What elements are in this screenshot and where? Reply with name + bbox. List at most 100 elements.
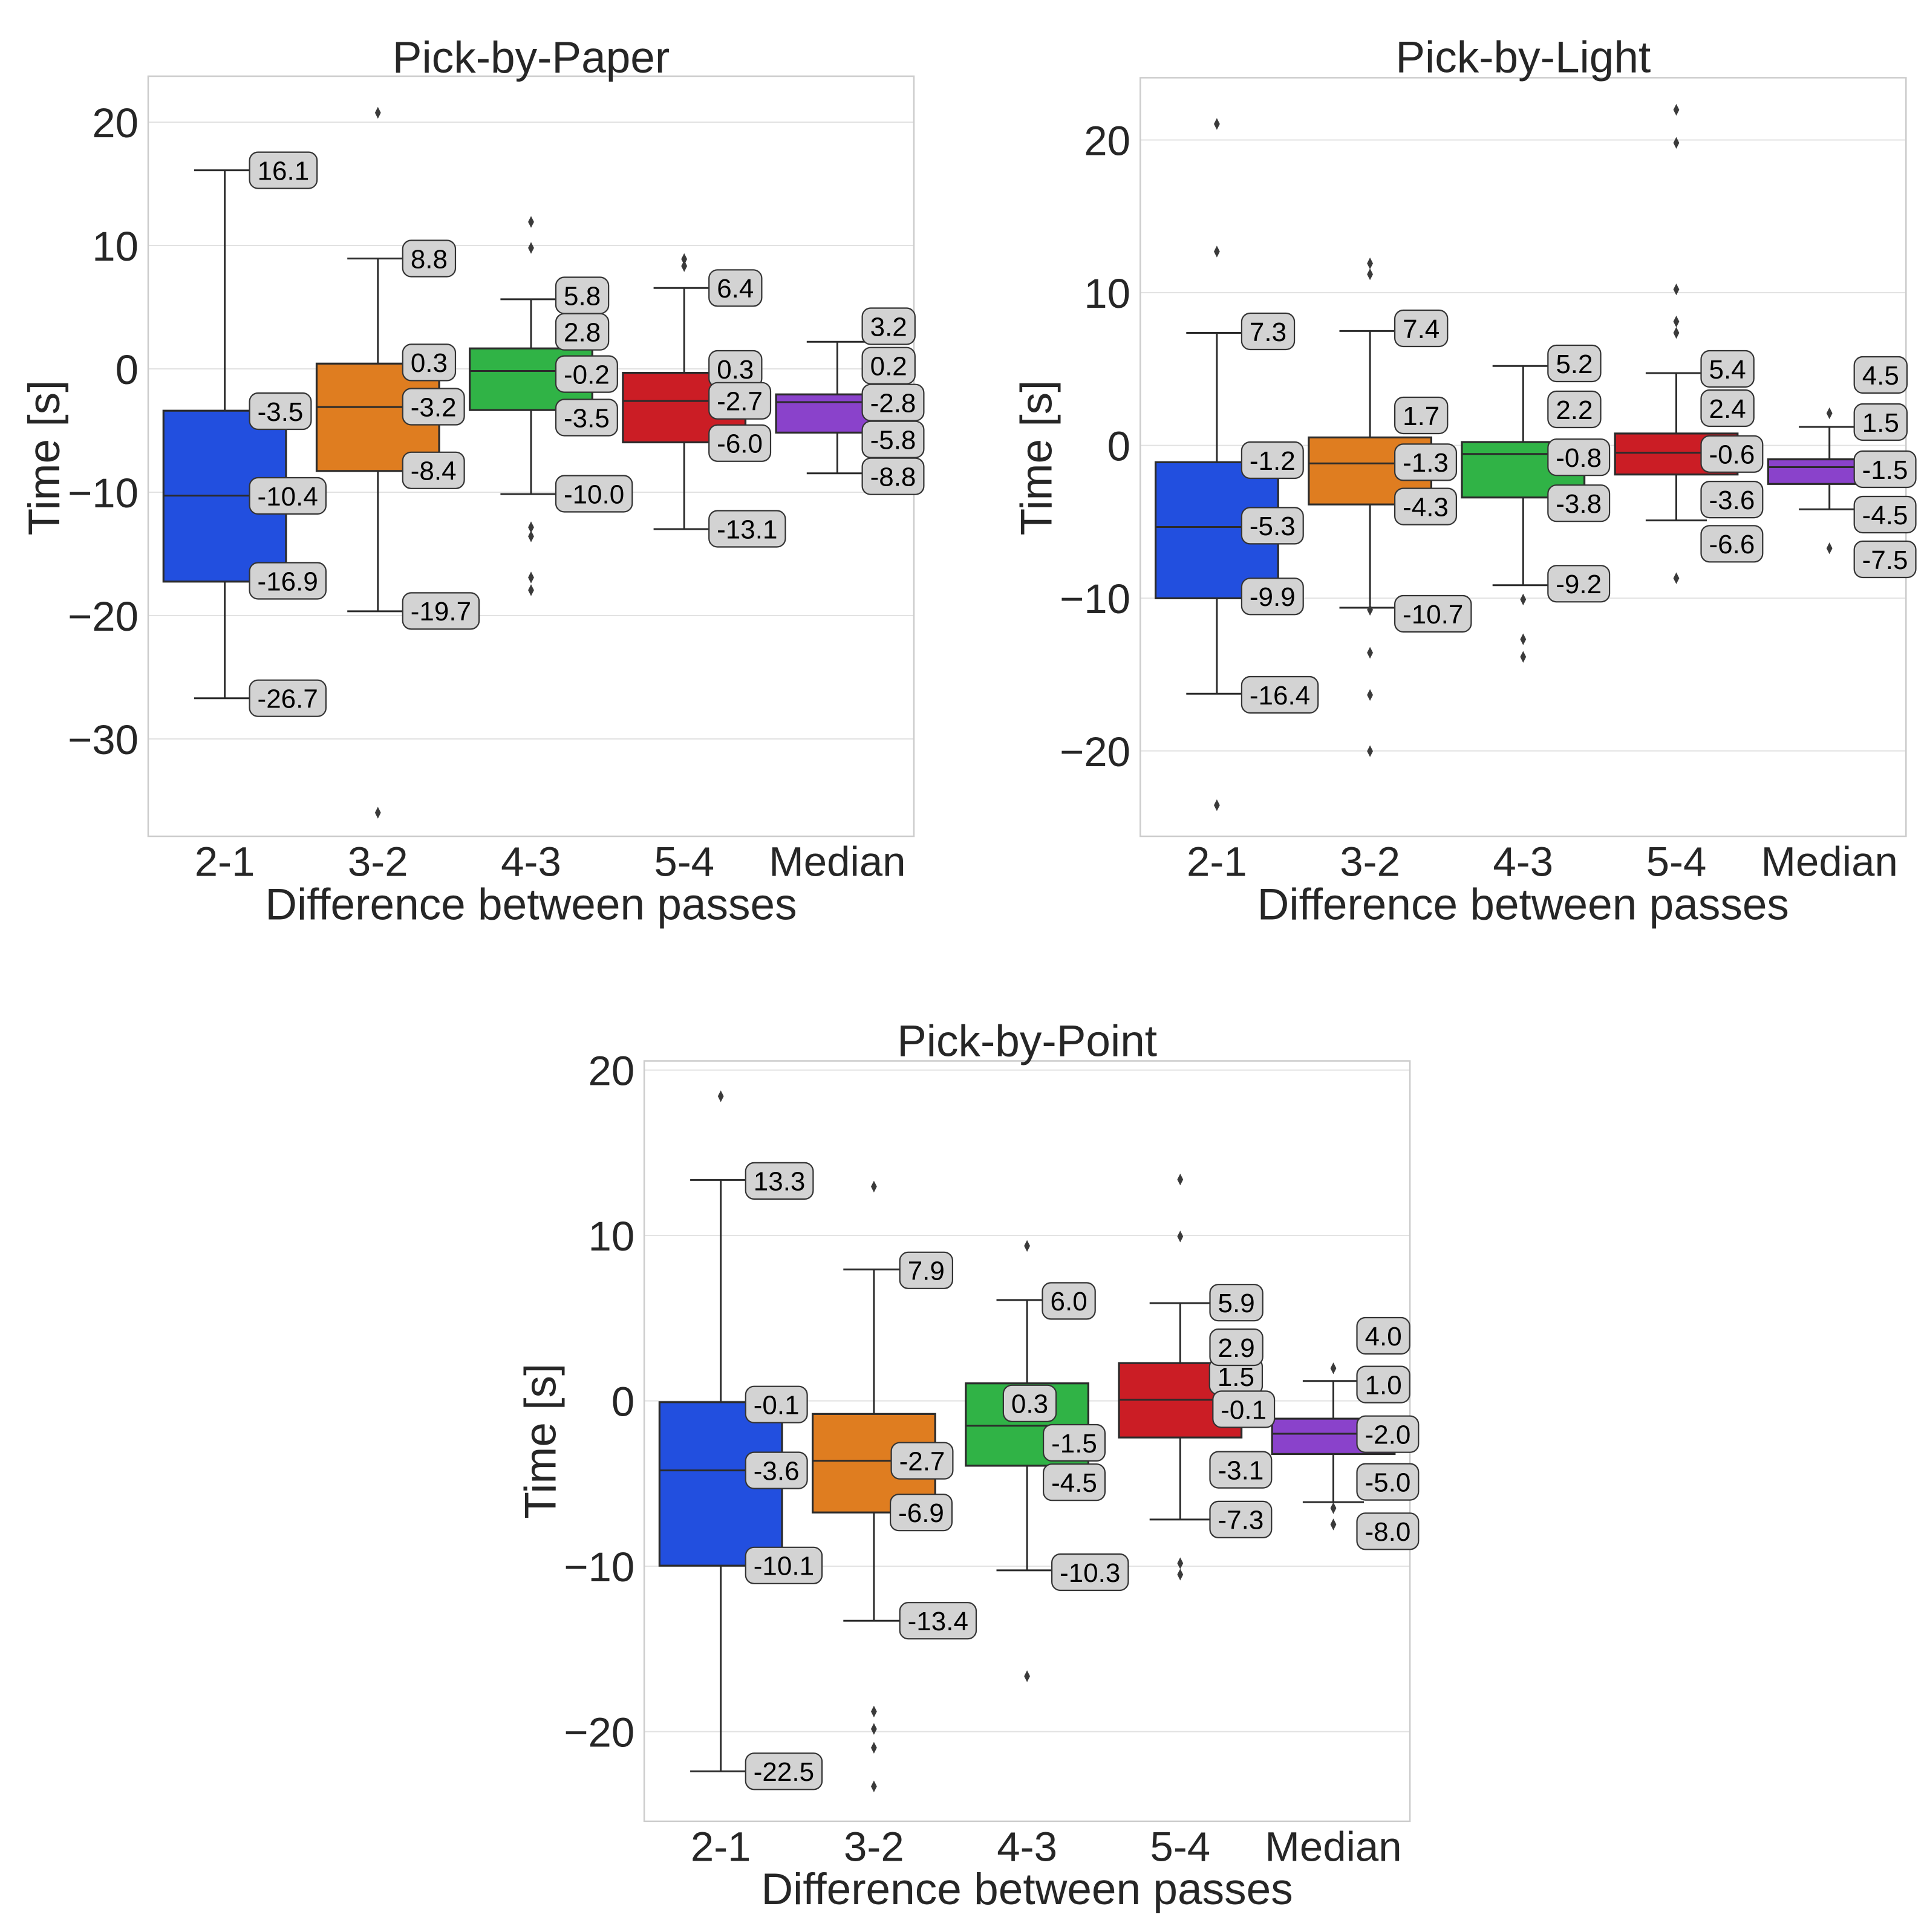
svg-text:-2.0: -2.0: [1365, 1420, 1410, 1450]
svg-text:2.8: 2.8: [564, 318, 601, 348]
svg-text:7.9: 7.9: [908, 1257, 945, 1286]
svg-text:5-4: 5-4: [654, 838, 714, 885]
svg-text:2-1: 2-1: [1187, 838, 1247, 885]
svg-text:-3.6: -3.6: [754, 1456, 800, 1486]
svg-text:-6.6: -6.6: [1709, 530, 1755, 559]
svg-text:-3.5: -3.5: [564, 403, 610, 433]
svg-text:-8.4: -8.4: [411, 457, 457, 486]
svg-text:Time [s]: Time [s]: [517, 1364, 566, 1519]
svg-text:Pick-by-Point: Pick-by-Point: [897, 1017, 1157, 1066]
svg-text:−30: −30: [68, 717, 139, 763]
svg-text:10: 10: [1084, 270, 1130, 317]
svg-text:6.4: 6.4: [717, 274, 754, 304]
svg-text:10: 10: [589, 1213, 635, 1260]
svg-text:-2.7: -2.7: [899, 1447, 945, 1477]
svg-text:-2.8: -2.8: [870, 389, 916, 418]
svg-text:3-2: 3-2: [348, 838, 408, 885]
svg-text:Difference between passes: Difference between passes: [761, 1865, 1293, 1914]
svg-text:−20: −20: [564, 1709, 634, 1756]
svg-text:3-2: 3-2: [1340, 838, 1400, 885]
svg-text:8.8: 8.8: [411, 244, 448, 274]
svg-text:3.2: 3.2: [870, 312, 907, 342]
svg-text:-3.2: -3.2: [411, 392, 457, 422]
svg-text:3-2: 3-2: [844, 1823, 904, 1870]
svg-text:-8.0: -8.0: [1365, 1517, 1410, 1547]
svg-text:2.4: 2.4: [1709, 394, 1746, 424]
svg-text:16.1: 16.1: [258, 156, 310, 186]
svg-text:4.5: 4.5: [1862, 361, 1899, 391]
svg-text:20: 20: [92, 100, 139, 146]
svg-text:5.9: 5.9: [1218, 1289, 1255, 1318]
svg-text:-9.2: -9.2: [1556, 570, 1602, 599]
svg-text:0.3: 0.3: [717, 355, 754, 385]
svg-text:-6.0: -6.0: [717, 429, 763, 459]
svg-text:1.5: 1.5: [1862, 408, 1899, 438]
svg-text:-22.5: -22.5: [754, 1757, 814, 1787]
svg-text:Time [s]: Time [s]: [1012, 380, 1061, 536]
svg-text:-10.3: -10.3: [1060, 1558, 1120, 1588]
svg-text:0: 0: [116, 346, 139, 393]
svg-text:4.0: 4.0: [1365, 1322, 1402, 1351]
svg-text:5.2: 5.2: [1556, 350, 1593, 379]
svg-text:-10.0: -10.0: [564, 480, 624, 509]
svg-text:-1.5: -1.5: [1051, 1429, 1097, 1459]
svg-text:10: 10: [92, 223, 139, 270]
svg-text:-0.2: -0.2: [564, 360, 610, 389]
svg-text:-8.8: -8.8: [870, 463, 916, 492]
svg-text:-4.3: -4.3: [1403, 492, 1449, 522]
svg-text:-7.3: -7.3: [1218, 1506, 1263, 1535]
svg-text:2.2: 2.2: [1556, 395, 1593, 425]
svg-text:0: 0: [1107, 423, 1130, 470]
svg-text:-5.8: -5.8: [870, 426, 916, 455]
svg-text:-16.4: -16.4: [1250, 681, 1310, 711]
svg-text:-1.2: -1.2: [1250, 446, 1296, 476]
svg-text:-13.1: -13.1: [717, 515, 777, 544]
svg-text:-7.5: -7.5: [1862, 545, 1908, 575]
svg-text:-4.5: -4.5: [1051, 1468, 1097, 1498]
svg-text:0: 0: [611, 1379, 634, 1425]
svg-text:20: 20: [1084, 118, 1130, 164]
svg-text:7.3: 7.3: [1250, 317, 1286, 347]
svg-text:13.3: 13.3: [754, 1167, 806, 1197]
svg-text:-10.4: -10.4: [258, 482, 318, 512]
svg-text:-10.1: -10.1: [754, 1552, 814, 1581]
svg-text:Median: Median: [769, 838, 905, 885]
svg-text:-0.1: -0.1: [754, 1391, 800, 1420]
svg-text:-3.1: -3.1: [1218, 1456, 1263, 1485]
svg-text:Median: Median: [1761, 838, 1898, 885]
svg-text:Pick-by-Light: Pick-by-Light: [1395, 33, 1651, 82]
svg-text:-5.3: -5.3: [1250, 512, 1296, 541]
svg-text:-1.3: -1.3: [1403, 448, 1449, 478]
svg-text:−10: −10: [1060, 576, 1130, 622]
svg-text:-4.5: -4.5: [1862, 501, 1908, 530]
svg-text:-3.6: -3.6: [1709, 486, 1755, 515]
svg-text:2-1: 2-1: [691, 1823, 751, 1870]
svg-text:-0.6: -0.6: [1709, 440, 1755, 470]
svg-text:−10: −10: [564, 1544, 634, 1590]
svg-text:-2.7: -2.7: [717, 387, 763, 417]
svg-text:-16.9: -16.9: [258, 567, 318, 596]
svg-text:−20: −20: [68, 593, 139, 640]
svg-text:Difference between passes: Difference between passes: [1257, 880, 1789, 929]
svg-text:Median: Median: [1265, 1823, 1401, 1870]
svg-text:-1.5: -1.5: [1862, 455, 1908, 485]
svg-text:0.3: 0.3: [411, 348, 448, 378]
svg-text:20: 20: [589, 1048, 635, 1094]
svg-text:4-3: 4-3: [997, 1823, 1057, 1870]
svg-text:0.2: 0.2: [870, 352, 907, 382]
svg-text:-3.5: -3.5: [258, 397, 304, 427]
svg-text:-9.9: -9.9: [1250, 582, 1296, 612]
svg-text:4-3: 4-3: [1493, 838, 1553, 885]
svg-text:5-4: 5-4: [1646, 838, 1707, 885]
svg-text:-3.8: -3.8: [1556, 489, 1602, 519]
svg-text:-5.0: -5.0: [1365, 1468, 1410, 1497]
svg-text:-0.1: -0.1: [1221, 1395, 1267, 1425]
svg-text:6.0: 6.0: [1051, 1287, 1087, 1316]
svg-text:-19.7: -19.7: [411, 597, 471, 626]
svg-text:-0.8: -0.8: [1556, 443, 1602, 473]
svg-text:5.8: 5.8: [564, 281, 601, 311]
svg-text:4-3: 4-3: [501, 838, 561, 885]
svg-text:−10: −10: [68, 470, 139, 516]
svg-text:0.3: 0.3: [1011, 1390, 1048, 1419]
svg-text:2.9: 2.9: [1218, 1333, 1255, 1363]
